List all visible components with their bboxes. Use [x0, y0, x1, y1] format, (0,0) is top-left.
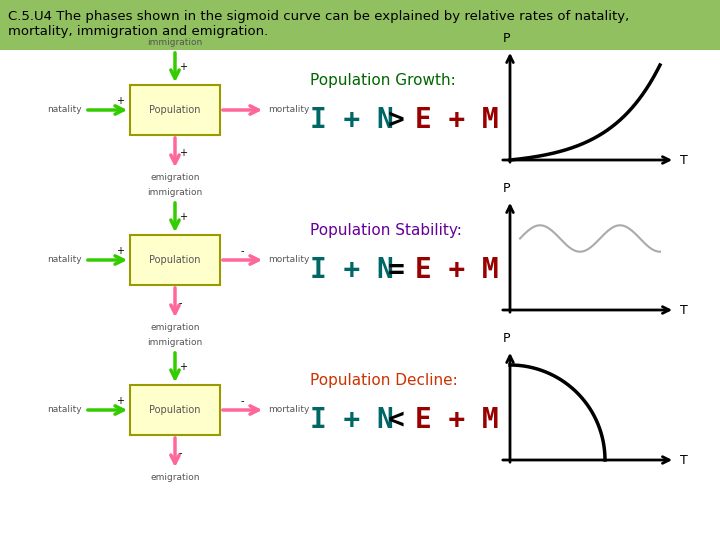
Text: +: +: [116, 246, 124, 256]
Text: <: <: [388, 406, 405, 434]
Text: E + M: E + M: [415, 106, 499, 134]
Text: -: -: [240, 396, 244, 406]
Text: +: +: [179, 62, 187, 72]
Text: C.5.U4 The phases shown in the sigmoid curve can be explained by relative rates : C.5.U4 The phases shown in the sigmoid c…: [8, 10, 629, 38]
Text: T: T: [680, 153, 688, 166]
Text: -: -: [179, 298, 182, 308]
Text: immigration: immigration: [148, 338, 202, 347]
Text: E + M: E + M: [415, 406, 499, 434]
Text: -: -: [240, 246, 244, 256]
FancyBboxPatch shape: [130, 85, 220, 135]
Text: I + N: I + N: [310, 106, 394, 134]
Text: >: >: [388, 106, 405, 134]
Text: I + N: I + N: [310, 406, 394, 434]
Text: mortality: mortality: [268, 255, 310, 265]
Text: immigration: immigration: [148, 188, 202, 197]
Text: Population: Population: [149, 105, 201, 115]
Text: Population Growth:: Population Growth:: [310, 72, 456, 87]
Text: P: P: [503, 182, 510, 195]
Text: I + N: I + N: [310, 256, 394, 284]
Text: -: -: [179, 448, 182, 458]
Text: emigration: emigration: [150, 473, 199, 482]
Text: emigration: emigration: [150, 173, 199, 182]
Text: Population Stability:: Population Stability:: [310, 222, 462, 238]
FancyBboxPatch shape: [130, 235, 220, 285]
FancyBboxPatch shape: [130, 385, 220, 435]
Text: T: T: [680, 303, 688, 316]
Text: +: +: [116, 96, 124, 106]
Text: mortality: mortality: [268, 105, 310, 114]
Text: E + M: E + M: [415, 256, 499, 284]
Text: natality: natality: [48, 255, 82, 265]
Text: Population: Population: [149, 255, 201, 265]
Text: +: +: [116, 396, 124, 406]
Text: Population Decline:: Population Decline:: [310, 373, 458, 388]
Text: mortality: mortality: [268, 406, 310, 415]
FancyBboxPatch shape: [0, 0, 720, 50]
Text: =: =: [388, 256, 405, 284]
Text: P: P: [503, 32, 510, 45]
Text: natality: natality: [48, 406, 82, 415]
Text: +: +: [179, 148, 187, 158]
Text: T: T: [680, 454, 688, 467]
Text: natality: natality: [48, 105, 82, 114]
Text: +: +: [179, 212, 187, 222]
Text: immigration: immigration: [148, 38, 202, 47]
Text: Population: Population: [149, 405, 201, 415]
Text: +: +: [179, 362, 187, 372]
Text: emigration: emigration: [150, 323, 199, 332]
Text: P: P: [503, 332, 510, 345]
